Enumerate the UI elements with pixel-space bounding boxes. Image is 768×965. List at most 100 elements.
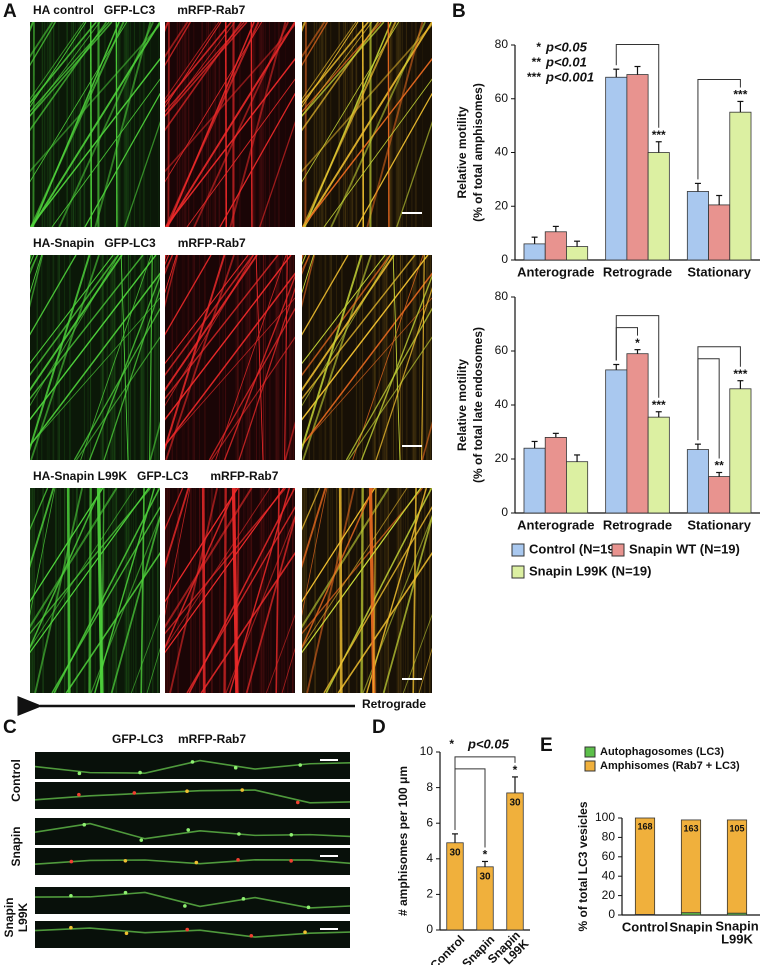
- kymograph-trace: [165, 255, 254, 377]
- significance-label: p<0.05: [467, 736, 510, 751]
- condition-label: Snapin: [9, 826, 23, 866]
- kymograph-trace: [250, 22, 253, 227]
- y-tick-label: 20: [495, 451, 509, 465]
- kymograph-trace: [265, 613, 295, 693]
- kymograph-trace: [366, 22, 424, 227]
- kymograph-trace: [165, 22, 236, 117]
- x-tick-label: Retrograde: [603, 264, 672, 279]
- channel-label: GFP-LC3: [104, 236, 156, 250]
- neuron-bg: [35, 887, 350, 914]
- kymograph-trace: [80, 255, 152, 460]
- kymograph-trace: [375, 287, 432, 460]
- neuron-bg: [35, 782, 350, 809]
- vesicle: [233, 765, 238, 770]
- y-tick-label: 60: [495, 91, 509, 105]
- bar: [708, 204, 731, 261]
- significance-label: p<0.05: [545, 39, 588, 54]
- kymograph-trace: [255, 255, 264, 460]
- y-axis-label: Relative motility: [455, 106, 469, 198]
- bar: [566, 461, 589, 514]
- bar: [626, 353, 649, 514]
- significance-stars: *: [449, 737, 454, 751]
- kymograph-trace: [165, 488, 191, 616]
- kymograph-trace: [73, 307, 160, 460]
- kymograph-trace: [149, 255, 153, 460]
- kymograph-trace: [302, 57, 432, 227]
- kymograph-trace: [165, 23, 295, 173]
- bar: [729, 388, 752, 514]
- bar: [634, 817, 656, 915]
- condition-label: HA-Snapin L99K: [33, 469, 127, 483]
- x-tick-label: Anterograde: [517, 517, 594, 532]
- y-tick-label: 80: [495, 37, 509, 51]
- kymograph-trace: [223, 274, 295, 460]
- y-tick-label: 40: [602, 868, 616, 882]
- neurite: [35, 759, 350, 774]
- kymograph-trace: [193, 22, 289, 227]
- vesicle: [249, 934, 254, 938]
- kymograph: [30, 22, 160, 227]
- bar: [544, 231, 567, 261]
- y-axis-label: # amphisomes per 100 μm: [396, 766, 410, 916]
- kymograph-trace: [186, 78, 295, 227]
- kymograph-trace: [302, 488, 327, 569]
- kymograph-trace: [302, 255, 416, 400]
- bar: [729, 111, 752, 261]
- kymograph-trace: [88, 274, 160, 460]
- kymograph-trace: [486, 488, 492, 693]
- legend-label: Snapin L99K (N=19): [529, 563, 651, 578]
- kymograph-trace: [306, 488, 356, 693]
- kymograph-trace: [165, 297, 295, 446]
- text-line: L99K: [721, 932, 753, 947]
- neuron-image: [35, 782, 350, 809]
- significance-mark: ***: [652, 398, 666, 412]
- significance-mark: ***: [652, 128, 666, 142]
- kymograph-trace: [30, 488, 118, 629]
- vesicle: [77, 771, 82, 776]
- direction-label: Retrograde: [362, 697, 426, 711]
- kymograph-trace: [302, 255, 363, 452]
- kymograph-trace: [30, 255, 44, 308]
- bar: [686, 191, 709, 261]
- kymograph: [30, 488, 160, 693]
- bar: [647, 152, 670, 261]
- text-line: Snapin: [715, 919, 758, 934]
- y-tick-label: 4: [426, 851, 433, 865]
- bar: [708, 476, 731, 514]
- kymograph-trace: [58, 22, 154, 227]
- kymograph-trace: [30, 255, 157, 421]
- kymograph-trace: [30, 22, 110, 113]
- kymograph-trace: [302, 22, 326, 58]
- count-label: 168: [637, 821, 652, 831]
- kymograph-trace: [418, 647, 432, 693]
- vesicle: [240, 788, 245, 792]
- significance-bracket: [697, 346, 741, 441]
- kymograph-trace: [140, 488, 145, 693]
- significance-bracket: [615, 44, 660, 128]
- kymograph-trace: [302, 255, 372, 460]
- kymograph-trace: [165, 22, 220, 100]
- kymograph-trace: [120, 255, 129, 460]
- vesicle: [69, 925, 73, 930]
- kymograph-trace: [165, 255, 178, 294]
- significance-stars: *: [536, 40, 541, 54]
- neuron-image: [35, 887, 350, 914]
- kymograph-trace: [229, 22, 287, 227]
- kymograph-trace: [130, 613, 160, 693]
- vesicle: [82, 822, 87, 827]
- kymograph-trace: [396, 121, 432, 227]
- y-tick-label: 0: [501, 252, 508, 266]
- neuron-bg: [35, 848, 350, 875]
- vesicle: [185, 789, 189, 794]
- kymograph-trace: [302, 22, 328, 67]
- kymograph-trace: [30, 488, 102, 649]
- panel-label: D: [372, 717, 386, 738]
- neuron-bg: [35, 752, 350, 779]
- kymograph-trace: [302, 255, 391, 377]
- channel-label: mRFP-Rab7: [178, 732, 246, 746]
- kymograph-trace: [30, 488, 56, 616]
- x-tick-label: Stationary: [687, 264, 751, 279]
- kymograph-trace: [110, 514, 160, 693]
- kymograph-trace: [302, 488, 328, 616]
